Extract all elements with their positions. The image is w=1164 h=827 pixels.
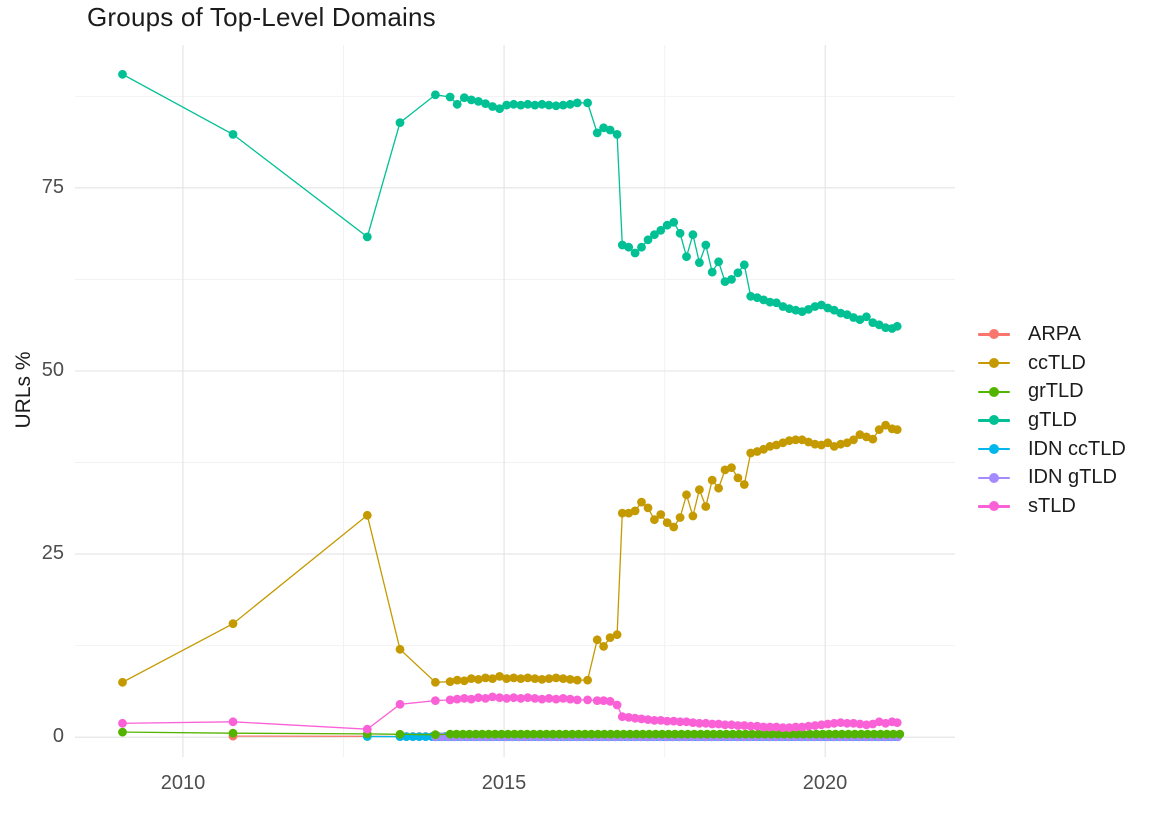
- chart-title: Groups of Top-Level Domains: [87, 2, 436, 32]
- legend: ARPA ccTLD grTLD gTLD IDN ccTLD IDN gTLD sTLD: [978, 320, 1126, 521]
- legend-key-icon: [978, 386, 1010, 398]
- y-tick-label-25: 25: [41, 542, 64, 564]
- y-tick-label-75: 75: [41, 176, 64, 198]
- legend-label: ccTLD: [1028, 351, 1086, 374]
- legend-label: sTLD: [1028, 494, 1076, 517]
- x-tick-label-2010: 2010: [160, 772, 206, 794]
- legend-item-gtld: gTLD: [978, 406, 1126, 435]
- legend-item-arpa: ARPA: [978, 320, 1126, 349]
- legend-key-icon: [978, 500, 1010, 512]
- legend-label: ARPA: [1028, 322, 1081, 345]
- legend-key-icon: [978, 328, 1010, 340]
- legend-key-icon: [978, 414, 1010, 426]
- legend-item-idn-cctld: IDN ccTLD: [978, 435, 1126, 464]
- legend-item-grtld: grTLD: [978, 377, 1126, 406]
- legend-label: IDN gTLD: [1028, 466, 1117, 489]
- x-tick-label-2020: 2020: [802, 772, 848, 794]
- legend-key-icon: [978, 357, 1010, 369]
- legend-item-stld: sTLD: [978, 492, 1126, 521]
- legend-label: IDN ccTLD: [1028, 437, 1126, 460]
- y-tick-label-0: 0: [52, 725, 64, 747]
- legend-label: gTLD: [1028, 408, 1077, 431]
- legend-item-cctld: ccTLD: [978, 349, 1126, 378]
- x-tick-label-2015: 2015: [481, 772, 527, 794]
- legend-item-idn-gtld: IDN gTLD: [978, 463, 1126, 492]
- legend-key-icon: [978, 472, 1010, 484]
- legend-key-icon: [978, 443, 1010, 455]
- y-tick-label-50: 50: [41, 359, 64, 381]
- y-axis-title: URLs %: [12, 351, 35, 429]
- legend-label: grTLD: [1028, 380, 1084, 403]
